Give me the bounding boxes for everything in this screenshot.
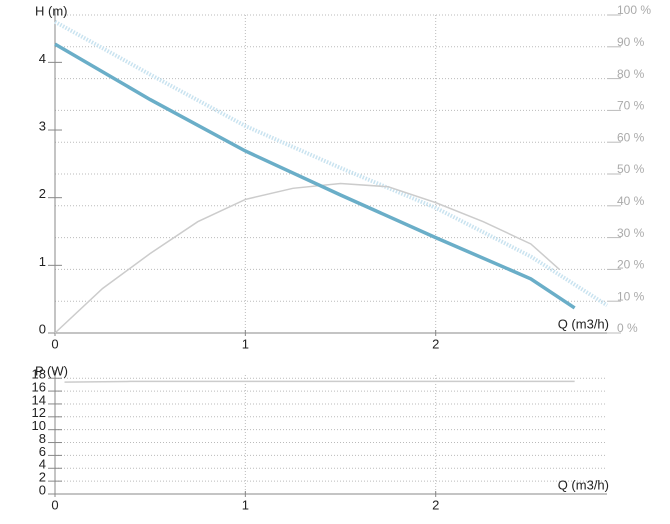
y2-tick-label: 30 % bbox=[617, 226, 645, 240]
y2-tick-label: 20 % bbox=[617, 258, 645, 272]
y-tick-label: 1 bbox=[39, 254, 46, 269]
y-tick-label: 2 bbox=[39, 186, 46, 201]
y-tick-label: 2 bbox=[39, 470, 46, 485]
y2-tick-label: 10 % bbox=[617, 289, 645, 303]
y-tick-label: 16 bbox=[32, 380, 46, 395]
x-tick-label: 0 bbox=[51, 497, 58, 512]
y-tick-label: 6 bbox=[39, 444, 46, 459]
y-axis-label: H (m) bbox=[35, 3, 68, 18]
y2-tick-label: 100 % bbox=[617, 3, 651, 17]
y2-tick-label: 90 % bbox=[617, 35, 645, 49]
x-tick-label: 1 bbox=[242, 336, 249, 351]
x-tick-label: 2 bbox=[432, 336, 439, 351]
series-line bbox=[54, 182, 560, 334]
y-tick-label: 3 bbox=[39, 118, 46, 133]
y2-tick-label: 60 % bbox=[617, 130, 645, 144]
y-axis-label: P (W) bbox=[35, 363, 68, 378]
y-tick-label: 18 bbox=[32, 367, 46, 382]
series-line bbox=[54, 20, 609, 307]
y2-tick-label: 50 % bbox=[617, 162, 645, 176]
x-axis-label: Q (m3/h) bbox=[558, 316, 609, 331]
y-tick-label: 8 bbox=[39, 431, 46, 446]
y2-tick-label: 80 % bbox=[617, 67, 645, 81]
y-tick-label: 4 bbox=[39, 51, 46, 66]
y2-tick-label: 70 % bbox=[617, 99, 645, 113]
x-axis-label: Q (m3/h) bbox=[558, 477, 609, 492]
y-tick-label: 0 bbox=[39, 321, 46, 336]
x-tick-label: 2 bbox=[432, 497, 439, 512]
y-tick-label: 10 bbox=[32, 418, 46, 433]
series-line bbox=[64, 380, 575, 383]
y2-tick-label: 40 % bbox=[617, 194, 645, 208]
y-tick-label: 12 bbox=[32, 405, 46, 420]
y2-tick-label: 0 % bbox=[617, 321, 638, 335]
x-tick-label: 1 bbox=[242, 497, 249, 512]
y-tick-label: 4 bbox=[39, 457, 46, 472]
y-tick-label: 14 bbox=[32, 392, 46, 407]
y-tick-label: 0 bbox=[39, 482, 46, 497]
x-tick-label: 0 bbox=[51, 336, 58, 351]
series-line bbox=[54, 42, 576, 310]
